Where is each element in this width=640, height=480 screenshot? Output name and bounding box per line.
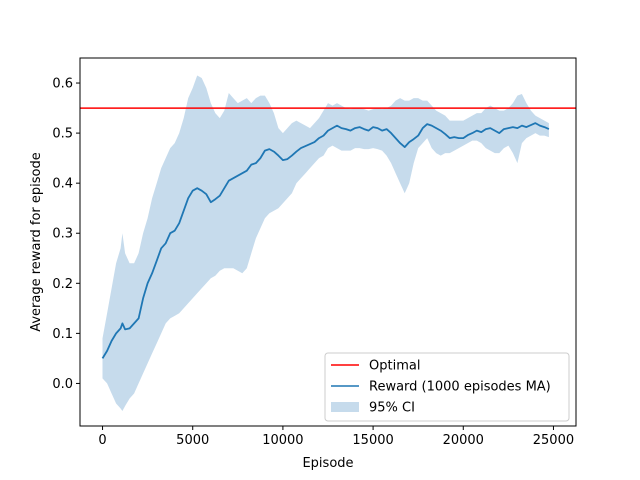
y-tick-label: 0.2: [52, 277, 73, 292]
y-tick-label: 0.1: [52, 327, 73, 342]
x-tick-label: 5000: [176, 433, 209, 448]
legend-reward-label: Reward (1000 episodes MA): [369, 380, 551, 395]
x-tick-label: 0: [98, 433, 106, 448]
x-tick-label: 15000: [352, 433, 393, 448]
reward-line: [101, 122, 550, 359]
y-tick-label: 0.3: [52, 227, 73, 242]
legend-optimal-label: Optimal: [369, 359, 420, 374]
y-tick-label: 0.4: [52, 177, 73, 192]
x-axis-label: Episode: [302, 456, 353, 471]
x-axis: 0 5000 10000 15000 20000 25000: [98, 426, 574, 448]
plot-area: [80, 75, 576, 411]
legend: Optimal Reward (1000 episodes MA) 95% CI: [324, 352, 570, 422]
x-tick-label: 10000: [262, 433, 303, 448]
y-axis-label: Average reward for episode: [29, 152, 44, 332]
y-axis: 0.0 0.1 0.2 0.3 0.4 0.5 0.6: [52, 77, 80, 392]
x-tick-label: 25000: [533, 433, 574, 448]
ci-band: [102, 75, 549, 411]
legend-ci-swatch: [331, 402, 359, 412]
legend-box: [324, 352, 570, 422]
legend-ci-label: 95% CI: [369, 401, 415, 416]
y-tick-label: 0.5: [52, 127, 73, 142]
y-tick-label: 0.6: [52, 77, 73, 92]
axes-frame: [79, 57, 577, 427]
x-tick-label: 20000: [443, 433, 484, 448]
y-tick-label: 0.0: [52, 377, 73, 392]
